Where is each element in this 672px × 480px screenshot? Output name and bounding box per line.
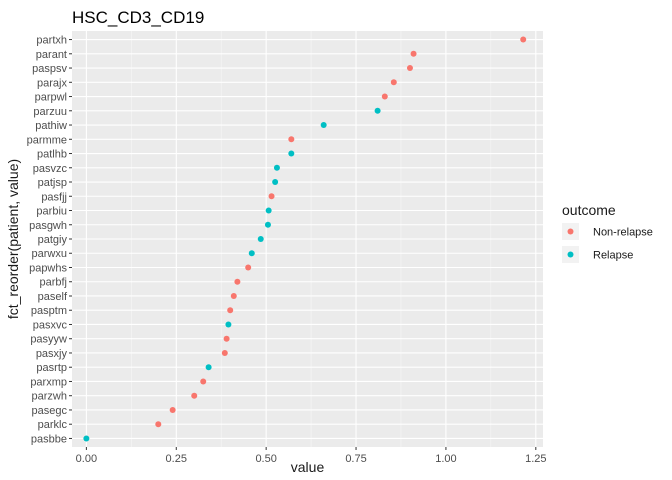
data-point (390, 79, 397, 86)
y-tick-label: partxh (36, 35, 67, 47)
y-tick-label: pasgwh (29, 220, 67, 232)
y-tick-label: parzuu (33, 106, 67, 118)
data-point (169, 406, 176, 413)
grid-lines (72, 31, 543, 447)
y-tick-label: pasptm (31, 305, 67, 317)
x-tick-label: 1.25 (525, 453, 546, 465)
x-tick-label: 0.50 (255, 453, 276, 465)
y-tick-label: paspsv (32, 63, 67, 75)
x-tick-label: 0.00 (76, 453, 97, 465)
y-tick-label: parwxu (32, 248, 67, 260)
data-point (155, 421, 162, 428)
legend-label: Non-relapse (593, 227, 653, 239)
data-points (83, 36, 527, 442)
data-point (83, 435, 90, 442)
x-tick-label: 0.25 (166, 453, 187, 465)
y-tick-label: pasxvc (33, 319, 68, 331)
y-tick-label: patlhb (37, 149, 67, 161)
y-tick-label: parzwh (32, 391, 67, 403)
y-tick-label: patgiy (38, 234, 68, 246)
data-point (248, 250, 255, 257)
y-tick-label: pasxjy (36, 348, 68, 360)
y-axis-ticks: pasbbe parklc pasegc parzwh parxmp pasrtp pasx… (27, 35, 72, 445)
data-point (272, 179, 279, 186)
legend: outcome Non-relapse Relapse (562, 202, 653, 263)
legend-title: outcome (562, 202, 616, 218)
y-tick-label: papwhs (29, 262, 67, 274)
data-point (273, 164, 280, 171)
data-point (227, 307, 234, 314)
y-tick-label: pasbbe (31, 433, 67, 445)
data-point (191, 392, 198, 399)
data-point (265, 207, 272, 214)
y-tick-label: pasegc (32, 405, 68, 417)
y-tick-label: patjsp (38, 177, 67, 189)
y-tick-label: parxmp (30, 376, 67, 388)
y-tick-label: pasyyw (30, 334, 67, 346)
x-tick-label: 1.00 (435, 453, 456, 465)
data-point (234, 278, 241, 285)
y-tick-label: pasvzc (33, 163, 68, 175)
x-tick-label: 0.75 (345, 453, 366, 465)
x-axis-ticks: 0.00 0.25 0.50 0.75 1.00 1.25 (76, 447, 547, 465)
x-axis-title: value (291, 459, 325, 475)
y-tick-label: parbiu (36, 206, 67, 218)
y-tick-label: paself (38, 291, 68, 303)
legend-label: Relapse (593, 250, 633, 262)
y-tick-label: parant (36, 49, 67, 61)
legend-key-point (567, 251, 574, 258)
y-tick-label: parpwl (35, 92, 67, 104)
data-point (520, 36, 527, 43)
data-point (406, 65, 413, 72)
plot-title: HSC_CD3_CD19 (72, 8, 204, 27)
legend-key-point (567, 228, 574, 235)
y-tick-label: parajx (37, 77, 67, 89)
data-point (410, 50, 417, 57)
data-point (288, 150, 295, 157)
data-point (288, 136, 295, 143)
y-tick-label: parklc (38, 419, 68, 431)
data-point (264, 221, 271, 228)
data-point (381, 93, 388, 100)
y-tick-label: pathiw (35, 120, 67, 132)
data-point (230, 292, 237, 299)
y-tick-label: pasrtp (36, 362, 67, 374)
y-tick-label: parbfj (39, 277, 67, 289)
data-point (320, 122, 327, 129)
data-point (268, 193, 275, 200)
data-point (374, 107, 381, 114)
data-point (205, 364, 212, 371)
data-point (200, 378, 207, 385)
data-point (245, 264, 252, 271)
data-point (221, 349, 228, 356)
y-axis-title: fct_reorder(patient, value) (5, 159, 21, 319)
y-tick-label: pasfjj (41, 191, 67, 203)
legend-items: Non-relapse Relapse (562, 223, 653, 263)
data-point (223, 335, 230, 342)
data-point (257, 236, 264, 242)
y-tick-label: parmme (27, 134, 67, 146)
data-point (225, 321, 232, 328)
